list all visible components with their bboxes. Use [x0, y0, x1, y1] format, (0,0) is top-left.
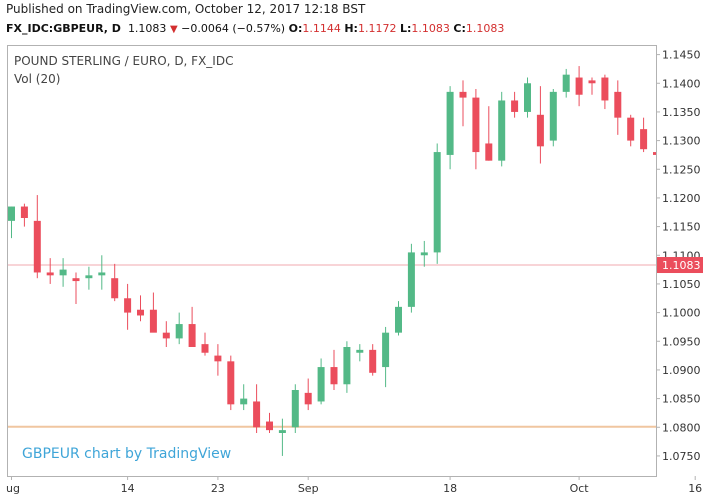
y-tick-label: 1.0800: [662, 421, 701, 434]
y-tick-label: 1.1250: [662, 163, 701, 176]
candle-down: [601, 77, 609, 101]
candle-up: [98, 272, 106, 276]
candle-down: [214, 355, 222, 362]
price-change: −0.0064 (−0.57%): [181, 22, 286, 35]
x-tick-label: Sep: [298, 482, 319, 495]
candle-down: [653, 152, 656, 155]
candle-up: [446, 91, 454, 155]
candle-down: [588, 80, 596, 84]
y-tick-label: 1.1150: [662, 221, 701, 234]
low-value: 1.1083: [411, 22, 450, 35]
candle-down: [72, 278, 80, 282]
candle-down: [124, 298, 132, 313]
chart-frame[interactable]: [7, 45, 657, 477]
candle-up: [278, 430, 286, 433]
candle-up: [85, 275, 93, 279]
high-value: 1.1172: [357, 22, 397, 35]
last-price: 1.1083: [127, 22, 167, 35]
open-label: O:: [288, 22, 303, 35]
candle-down: [149, 309, 157, 333]
candle-up: [420, 252, 428, 256]
last-price-badge-label: 1.1083: [662, 259, 701, 272]
candle-down: [253, 401, 261, 428]
y-tick-label: 1.0900: [662, 364, 701, 377]
candle-up: [59, 269, 67, 276]
y-tick-label: 1.1400: [662, 77, 701, 90]
candle-down: [227, 361, 235, 405]
x-tick-label: ug: [6, 482, 20, 495]
y-tick-label: 1.1300: [662, 135, 701, 148]
candle-up: [240, 398, 248, 405]
candle-down: [472, 97, 480, 153]
high-label: H:: [344, 22, 358, 35]
candle-down: [46, 272, 54, 276]
candle-down: [640, 129, 648, 150]
candle-down: [201, 344, 209, 353]
candle-up: [8, 206, 15, 221]
watermark-link[interactable]: GBPEUR chart by TradingView: [22, 446, 232, 462]
candle-down: [511, 100, 519, 112]
y-tick-label: 1.1000: [662, 307, 701, 320]
published-caption: Published on TradingView.com, October 12…: [6, 2, 366, 16]
y-tick-label: 1.0950: [662, 335, 701, 348]
candle-up: [382, 332, 390, 368]
y-tick-label: 1.1350: [662, 106, 701, 119]
candle-up: [343, 347, 351, 385]
x-tick-label: 14: [121, 482, 135, 495]
y-tick-label: 1.1450: [662, 49, 701, 62]
candle-up: [498, 100, 506, 161]
x-tick-label: 16: [688, 482, 702, 495]
candle-down: [369, 349, 377, 373]
series-title: POUND STERLING / EURO, D, FX_IDC: [14, 54, 234, 68]
candle-down: [33, 220, 41, 273]
low-label: L:: [399, 22, 412, 35]
candle-up: [524, 83, 531, 112]
candle-up: [291, 390, 299, 428]
close-value: 1.1083: [465, 22, 505, 35]
candle-down: [266, 421, 273, 431]
candle-up: [175, 324, 183, 339]
plot-area: [8, 66, 708, 456]
x-tick-label: 23: [211, 482, 225, 495]
candle-down: [705, 201, 708, 207]
candle-down: [485, 143, 493, 161]
candle-down: [536, 114, 544, 147]
down-arrow-icon: ▼: [169, 24, 178, 35]
x-tick-label: Oct: [570, 482, 590, 495]
close-label: C:: [453, 22, 466, 35]
y-tick-label: 1.0850: [662, 393, 701, 406]
candle-up: [407, 252, 415, 307]
candle-up: [562, 74, 570, 92]
candle-down: [330, 367, 338, 385]
candle-down: [575, 77, 583, 95]
candle-down: [304, 392, 312, 405]
candle-up: [395, 306, 402, 333]
candle-down: [614, 91, 622, 118]
candle-down: [188, 324, 196, 347]
open-value: 1.1144: [302, 22, 341, 35]
candle-down: [137, 309, 144, 316]
candle-down: [111, 278, 119, 299]
y-tick-label: 1.1200: [662, 192, 701, 205]
volume-legend: Vol (20): [14, 72, 61, 86]
candle-up: [317, 367, 325, 402]
last-price-badge: [657, 257, 703, 274]
candle-down: [627, 117, 635, 141]
candle-down: [162, 332, 170, 339]
candle-up: [433, 152, 441, 253]
candle-down: [20, 206, 28, 218]
candle-up: [356, 349, 364, 353]
candle-up: [549, 91, 557, 141]
x-tick-label: 18: [443, 482, 457, 495]
y-tick-label: 1.1050: [662, 278, 701, 291]
quote-line: FX_IDC:GBPEUR, D 1.1083 ▼ −0.0064 (−0.57…: [6, 22, 504, 35]
y-tick-label: 1.0750: [662, 450, 701, 463]
candle-down: [459, 91, 467, 98]
symbol-label: FX_IDC:GBPEUR, D: [6, 22, 121, 35]
